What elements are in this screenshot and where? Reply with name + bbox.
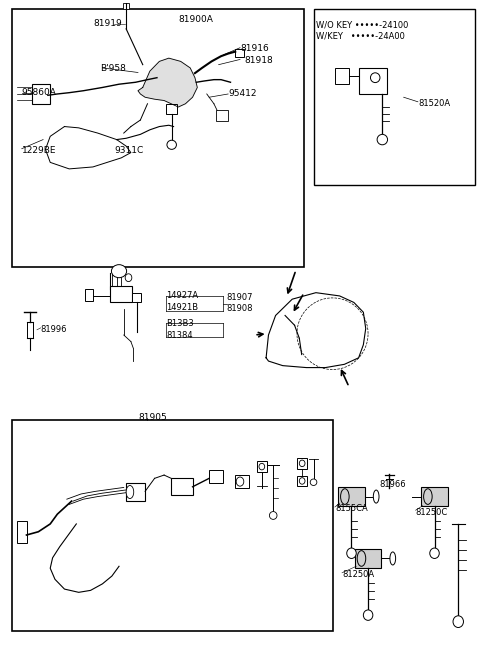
- Ellipse shape: [371, 73, 380, 83]
- Text: 81918: 81918: [245, 56, 274, 64]
- Text: 81905: 81905: [138, 413, 167, 422]
- Ellipse shape: [300, 460, 305, 466]
- Ellipse shape: [126, 486, 134, 499]
- Ellipse shape: [373, 490, 379, 503]
- Ellipse shape: [125, 274, 132, 282]
- Text: 81966: 81966: [379, 480, 406, 489]
- Ellipse shape: [259, 463, 264, 470]
- Text: 81996: 81996: [41, 325, 67, 334]
- Bar: [109, 286, 132, 302]
- Bar: [359, 68, 387, 94]
- Text: 9311C: 9311C: [114, 146, 144, 155]
- Text: B13B3: B13B3: [167, 319, 194, 328]
- Bar: [235, 475, 250, 488]
- Bar: [235, 49, 244, 57]
- Ellipse shape: [347, 548, 356, 558]
- Ellipse shape: [390, 552, 396, 565]
- Bar: [335, 68, 349, 84]
- Text: W/KEY   •••••-24A00: W/KEY •••••-24A00: [316, 32, 405, 41]
- Bar: [85, 290, 94, 301]
- Bar: [338, 487, 365, 507]
- Polygon shape: [266, 292, 366, 367]
- Text: 81907: 81907: [227, 293, 253, 302]
- Bar: [313, 9, 475, 185]
- Text: 81919: 81919: [93, 19, 121, 28]
- Text: 81250C: 81250C: [416, 508, 448, 516]
- Bar: [216, 110, 228, 122]
- Bar: [421, 487, 448, 507]
- Text: 81520A: 81520A: [418, 99, 450, 108]
- Bar: [355, 549, 382, 568]
- Text: 95412: 95412: [228, 89, 257, 99]
- Bar: [132, 292, 141, 302]
- Text: 95860A: 95860A: [22, 88, 57, 97]
- Bar: [123, 3, 130, 9]
- Bar: [297, 476, 307, 486]
- Text: 81900A: 81900A: [179, 14, 213, 24]
- Ellipse shape: [341, 489, 349, 505]
- Ellipse shape: [269, 512, 277, 520]
- Text: 14927A: 14927A: [167, 292, 199, 300]
- Ellipse shape: [430, 548, 439, 558]
- Ellipse shape: [167, 140, 177, 149]
- Text: B'958: B'958: [100, 64, 126, 73]
- Bar: [209, 470, 223, 483]
- Ellipse shape: [424, 489, 432, 505]
- Text: 8155CA: 8155CA: [335, 505, 368, 514]
- Bar: [17, 521, 26, 543]
- Text: 81384: 81384: [167, 330, 193, 340]
- Text: 81250A: 81250A: [342, 570, 374, 579]
- Bar: [32, 84, 50, 104]
- Ellipse shape: [357, 551, 366, 566]
- Ellipse shape: [300, 478, 305, 484]
- Ellipse shape: [377, 135, 387, 145]
- Bar: [167, 104, 177, 114]
- Text: W/O KEY •••••-24100: W/O KEY •••••-24100: [316, 20, 408, 30]
- Text: 14921B: 14921B: [167, 303, 199, 312]
- Text: 81908: 81908: [227, 304, 253, 313]
- Bar: [171, 478, 192, 495]
- Ellipse shape: [111, 265, 127, 278]
- Ellipse shape: [363, 610, 373, 620]
- Polygon shape: [138, 58, 197, 107]
- Bar: [12, 9, 304, 267]
- Bar: [126, 483, 145, 501]
- Bar: [12, 420, 333, 631]
- Ellipse shape: [236, 477, 244, 486]
- Bar: [297, 458, 307, 468]
- Ellipse shape: [310, 479, 317, 486]
- Bar: [257, 461, 267, 472]
- Text: 81916: 81916: [240, 44, 269, 53]
- Text: 1229BE: 1229BE: [22, 146, 56, 155]
- Ellipse shape: [453, 616, 464, 627]
